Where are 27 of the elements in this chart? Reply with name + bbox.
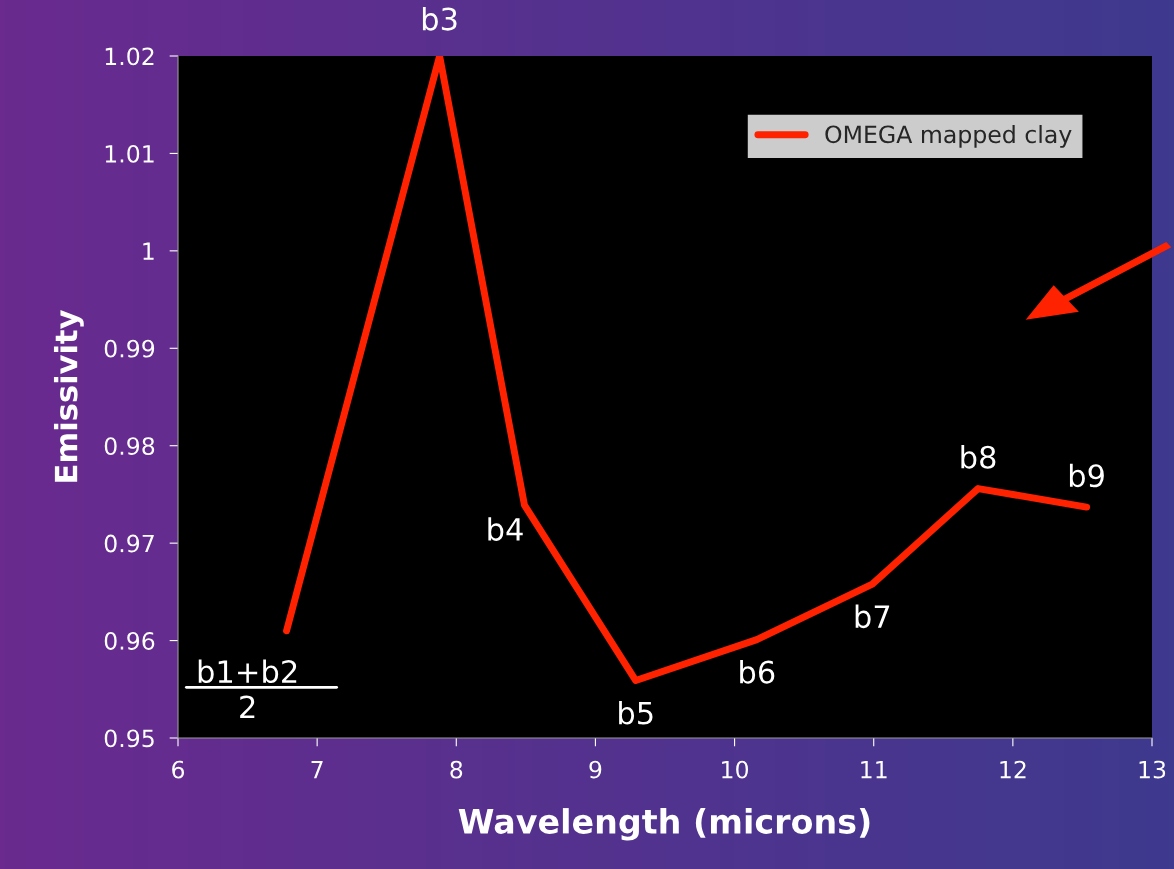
annotation: b9 — [1069, 463, 1104, 488]
x-tick-label: 7 — [311, 760, 323, 779]
annotation: b8 — [961, 445, 996, 469]
x-tick-label: 13 — [1139, 760, 1166, 779]
annotation: b5 — [619, 700, 653, 725]
y-tick-label: 0.98 — [104, 437, 155, 456]
y-tick-label: 0.96 — [104, 632, 155, 650]
x-tick-label: 10 — [722, 760, 749, 779]
legend-label: OMEGA mapped clay — [825, 124, 1072, 148]
annotation: b1+b2 2 — [198, 659, 297, 719]
y-tick-label: 1.02 — [105, 47, 154, 66]
y-tick-label: 0.95 — [104, 729, 154, 748]
x-tick-label: 6 — [172, 760, 185, 779]
y-tick-label: 0.97 — [104, 534, 154, 553]
x-tick-label: 9 — [589, 760, 602, 779]
y-axis-title: Emissivity — [53, 310, 84, 482]
x-tick-label: 11 — [861, 760, 887, 779]
y-tick-label: 0.99 — [104, 339, 155, 358]
annotation: b6 — [740, 660, 775, 684]
y-tick-label: 1.01 — [105, 144, 154, 163]
annotation: b4 — [488, 517, 523, 541]
x-axis-title: Wavelength (microns) — [458, 808, 870, 841]
annotation: b7 — [855, 604, 890, 629]
annotation: b3 — [422, 6, 457, 31]
x-tick-label: 12 — [1000, 760, 1026, 779]
x-tick-label: 8 — [450, 760, 463, 779]
y-tick-label: 1 — [143, 242, 154, 260]
